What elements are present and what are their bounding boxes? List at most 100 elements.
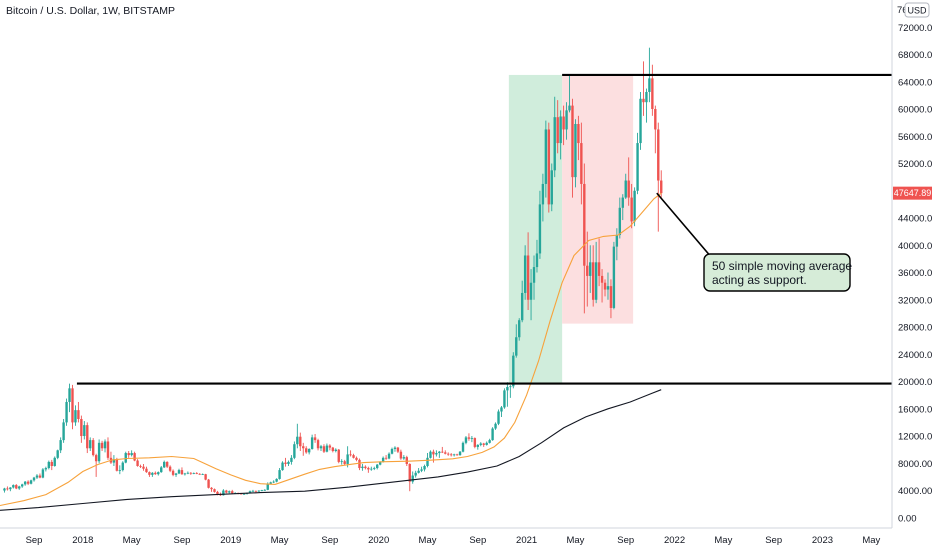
candle-body <box>313 437 317 441</box>
candle-body <box>103 441 107 449</box>
candle-body <box>594 262 598 300</box>
time-tick-label: 2022 <box>664 535 685 546</box>
candle-body <box>455 454 459 456</box>
candle-body <box>257 490 261 492</box>
time-tick-label: May <box>714 535 732 546</box>
price-tick-label: 68000.00 <box>898 50 932 61</box>
price-tick-label: 8000.00 <box>898 459 932 470</box>
candle-body <box>50 461 53 467</box>
price-tick-label: 16000.00 <box>898 404 932 415</box>
price-tick-label: 52000.00 <box>898 159 932 170</box>
candle-body <box>346 454 349 464</box>
moving-averages <box>0 192 662 511</box>
candle-body <box>497 411 500 424</box>
candle-body <box>183 473 187 475</box>
annotation-line-2: acting as support. <box>712 273 807 287</box>
candle-body <box>417 470 420 473</box>
candle-body <box>165 461 169 467</box>
candle-body <box>494 423 497 429</box>
time-tick-label: May <box>271 535 289 546</box>
time-tick-label: 2019 <box>220 535 241 546</box>
candle-body <box>648 78 651 92</box>
annotation-pointer <box>656 192 713 259</box>
price-tick-label: 4000.00 <box>898 486 932 497</box>
candle-body <box>583 183 586 266</box>
candle-body <box>136 460 139 467</box>
candle-body <box>56 450 59 458</box>
candle-body <box>275 478 278 482</box>
candle-body <box>207 479 210 488</box>
price-tick-label: 12000.00 <box>898 432 932 443</box>
candle-body <box>124 453 127 463</box>
candle-body <box>177 470 181 474</box>
candle-body <box>435 453 438 455</box>
candle-body <box>89 440 92 449</box>
candle-body <box>222 490 225 496</box>
candle-body <box>26 481 30 484</box>
candle-body <box>254 490 258 492</box>
candle-body <box>376 464 379 469</box>
candle-body <box>59 440 62 451</box>
candle-body <box>121 462 124 471</box>
highlight-zones <box>508 74 634 383</box>
candle-body <box>571 105 574 178</box>
currency-badge[interactable]: USD <box>904 2 930 18</box>
price-tick-label: 36000.00 <box>898 268 932 279</box>
price-tick-label: 72000.00 <box>898 23 932 34</box>
time-tick-label: Sep <box>469 535 486 546</box>
candle-body <box>35 475 39 478</box>
candle-body <box>512 355 515 387</box>
chart-title: Bitcoin / U.S. Dollar, 1W, BITSTAMP <box>6 5 175 17</box>
candle-body <box>645 91 648 103</box>
red-zone <box>562 74 634 324</box>
candle-body <box>390 448 394 454</box>
candle-body <box>642 98 645 103</box>
sma-200-line <box>0 389 662 511</box>
candle-body <box>32 477 36 481</box>
candle-body <box>414 472 417 476</box>
candle-body <box>452 454 456 456</box>
candle-body <box>112 459 116 463</box>
candle-body <box>420 469 423 471</box>
candle-body <box>299 436 302 447</box>
candle-body <box>343 461 346 464</box>
candle-body <box>553 117 556 171</box>
candle-body <box>272 481 275 483</box>
candle-body <box>305 448 308 453</box>
candle-body <box>408 463 411 482</box>
candle-body <box>515 337 518 356</box>
candle-body <box>349 454 352 456</box>
candle-body <box>429 451 432 458</box>
candle-body <box>225 490 228 493</box>
candle-body <box>263 489 266 491</box>
candle-body <box>162 461 166 468</box>
candle-body <box>473 438 477 447</box>
candle-body <box>62 422 65 441</box>
candle-body <box>94 455 98 462</box>
price-axis: 72000.00 68000.00 64000.00 60000.00 56000.00… <box>898 23 932 525</box>
candle-body <box>476 444 480 447</box>
time-tick-label: Sep <box>173 535 190 546</box>
price-tick-label: 0.00 <box>898 513 917 524</box>
candle-body <box>541 183 545 205</box>
last-price-text: 47647.89 <box>894 188 932 198</box>
candle-body <box>449 454 453 456</box>
price-tick-label: 60000.00 <box>898 105 932 116</box>
candle-body <box>18 486 21 489</box>
candle-body <box>115 459 119 471</box>
candle-body <box>3 488 6 491</box>
time-tick-label: Sep <box>765 535 782 546</box>
annotation-line-1: 50 simple moving average <box>712 259 852 273</box>
candle-body <box>556 117 559 144</box>
currency-badge-text: USD <box>907 6 927 16</box>
candle-body <box>402 457 406 459</box>
time-tick-label: 2023 <box>812 535 833 546</box>
candle-body <box>361 466 364 469</box>
candle-body <box>544 129 548 184</box>
green-zone <box>508 74 563 383</box>
candle-body <box>65 401 68 423</box>
candle-body <box>387 453 391 459</box>
candle-body <box>352 455 355 458</box>
candle-body <box>180 470 184 475</box>
